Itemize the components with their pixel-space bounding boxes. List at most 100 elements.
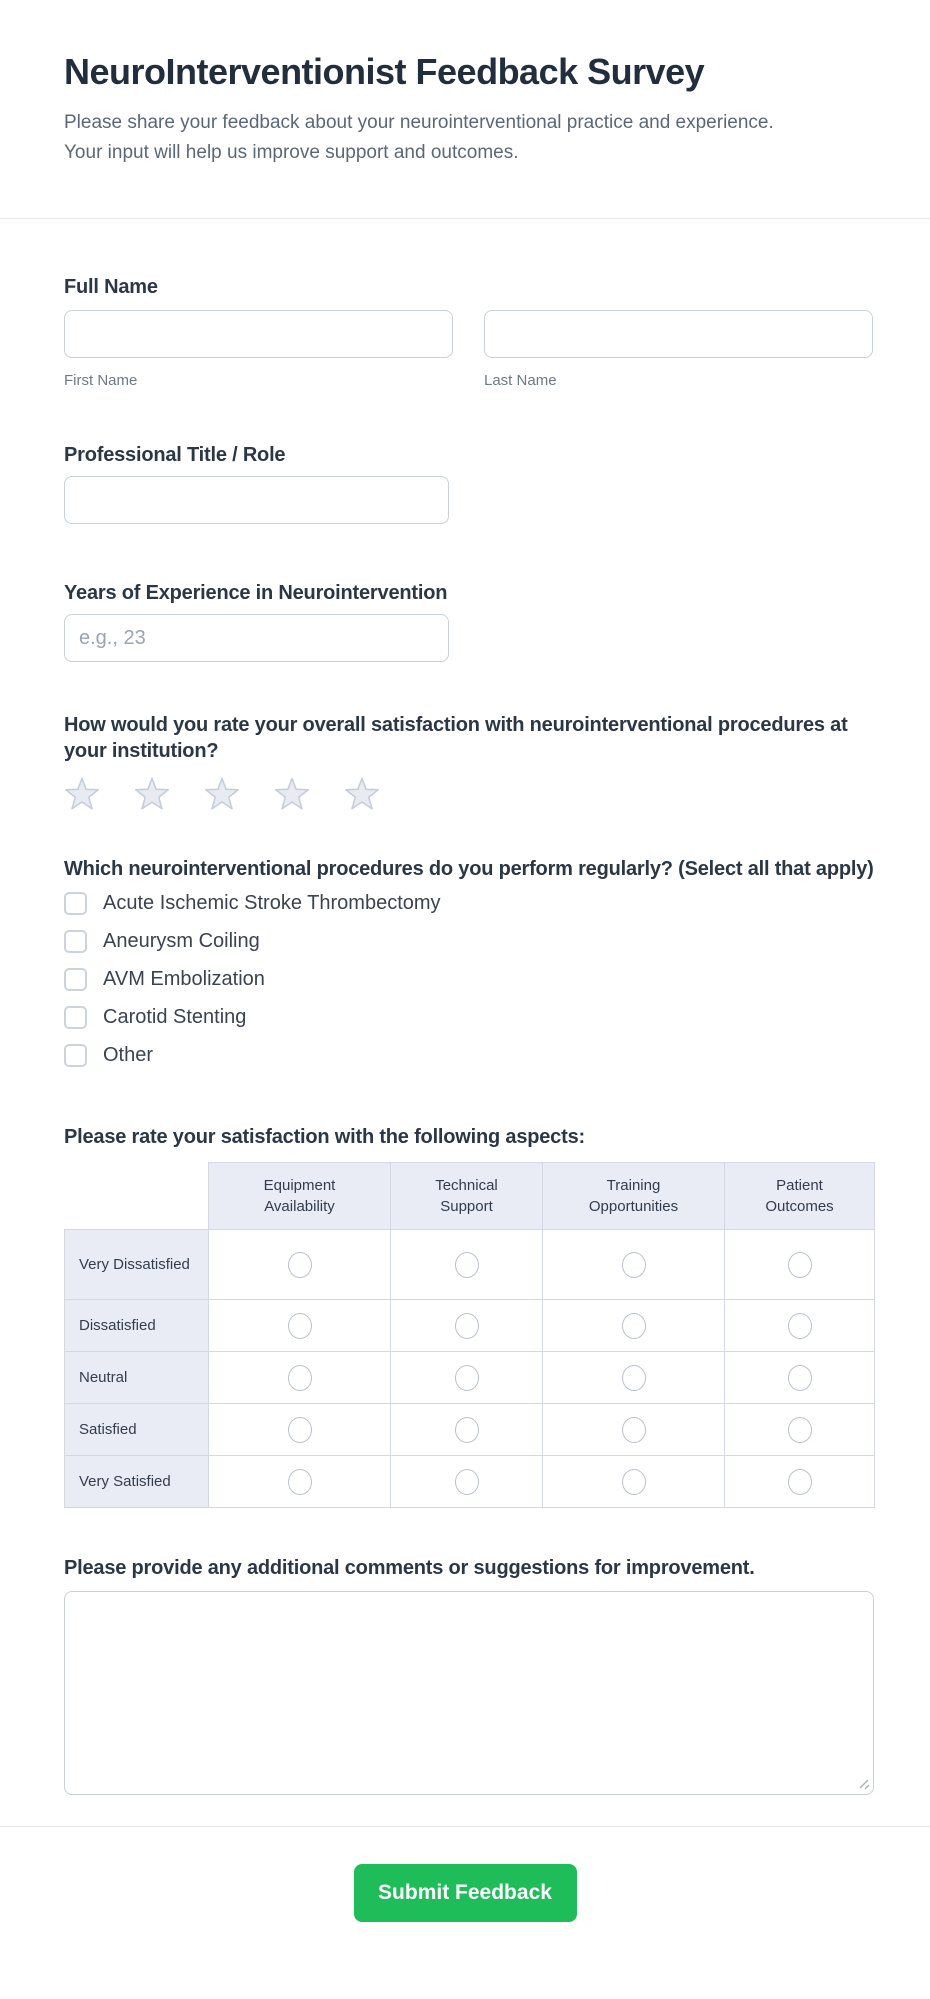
matrix-cell bbox=[724, 1403, 875, 1456]
matrix-radio[interactable] bbox=[787, 1416, 812, 1443]
matrix-radio[interactable] bbox=[621, 1312, 646, 1339]
matrix-radio[interactable] bbox=[287, 1468, 312, 1495]
matrix-radio[interactable] bbox=[454, 1312, 479, 1339]
matrix-cell bbox=[208, 1455, 391, 1508]
first-name-group: First Name bbox=[64, 310, 453, 392]
submit-feedback-button[interactable]: Submit Feedback bbox=[353, 1864, 577, 1922]
procedures-question: Which neurointerventional procedures do … bbox=[64, 856, 874, 1067]
star-icon[interactable] bbox=[134, 777, 170, 812]
last-name-sublabel: Last Name bbox=[484, 372, 557, 389]
checkbox-option[interactable]: Aneurysm Coiling bbox=[64, 930, 874, 953]
star-rating bbox=[64, 776, 874, 812]
matrix-row: Satisfied bbox=[64, 1403, 875, 1456]
checkbox-option[interactable]: Acute Ischemic Stroke Thrombectomy bbox=[64, 892, 874, 915]
header-divider bbox=[0, 218, 930, 219]
full-name-label: Full Name bbox=[64, 276, 158, 298]
years-experience-field: Years of Experience in Neurointervention bbox=[64, 580, 874, 662]
matrix-cell bbox=[208, 1351, 391, 1404]
comments-textarea[interactable] bbox=[64, 1591, 874, 1795]
matrix-radio[interactable] bbox=[787, 1312, 812, 1339]
matrix-row-label: Very Satisfied bbox=[64, 1455, 209, 1508]
satisfaction-matrix-table: Equipment Availability Technical Support… bbox=[64, 1162, 875, 1508]
matrix-radio[interactable] bbox=[621, 1364, 646, 1391]
checkbox[interactable] bbox=[64, 1044, 87, 1067]
last-name-group: Last Name bbox=[484, 310, 873, 392]
survey-header: NeuroInterventionist Feedback Survey Ple… bbox=[0, 0, 930, 168]
procedures-label: Which neurointerventional procedures do … bbox=[64, 858, 874, 880]
matrix-row: Dissatisfied bbox=[64, 1299, 875, 1352]
matrix-cell bbox=[542, 1403, 725, 1456]
matrix-radio[interactable] bbox=[787, 1251, 812, 1278]
years-experience-label: Years of Experience in Neurointervention bbox=[64, 582, 448, 604]
comments-label: Please provide any additional comments o… bbox=[64, 1557, 755, 1579]
star-icon[interactable] bbox=[204, 777, 240, 812]
checkbox[interactable] bbox=[64, 892, 87, 915]
matrix-column-header: Equipment Availability bbox=[208, 1162, 391, 1230]
matrix-cell bbox=[208, 1299, 391, 1352]
matrix-column-header: Technical Support bbox=[390, 1162, 543, 1230]
first-name-input[interactable] bbox=[64, 310, 453, 358]
matrix-cell bbox=[542, 1351, 725, 1404]
checkbox-option-label[interactable]: Aneurysm Coiling bbox=[103, 930, 260, 952]
matrix-column-header: Training Opportunities bbox=[542, 1162, 725, 1230]
matrix-column-header: Patient Outcomes bbox=[724, 1162, 875, 1230]
last-name-input[interactable] bbox=[484, 310, 873, 358]
subtitle-line: Please share your feedback about your ne… bbox=[64, 112, 774, 133]
name-row: First Name Last Name bbox=[64, 310, 874, 392]
star-icon[interactable] bbox=[64, 777, 100, 812]
checkbox[interactable] bbox=[64, 968, 87, 991]
matrix-radio[interactable] bbox=[787, 1468, 812, 1495]
page-title: NeuroInterventionist Feedback Survey bbox=[64, 51, 705, 92]
matrix-cell bbox=[390, 1229, 543, 1300]
matrix-row-label: Dissatisfied bbox=[64, 1299, 209, 1352]
years-experience-input[interactable] bbox=[64, 614, 449, 662]
matrix-cell bbox=[208, 1403, 391, 1456]
overall-satisfaction-question: How would you rate your overall satisfac… bbox=[64, 712, 874, 812]
matrix-row: Very Dissatisfied bbox=[64, 1229, 875, 1300]
star-icon[interactable] bbox=[274, 777, 310, 812]
professional-title-label: Professional Title / Role bbox=[64, 444, 286, 466]
satisfaction-matrix-label: Please rate your satisfaction with the f… bbox=[64, 1126, 585, 1148]
survey-footer: Submit Feedback bbox=[0, 1827, 930, 1922]
satisfaction-matrix-question: Please rate your satisfaction with the f… bbox=[64, 1124, 875, 1508]
professional-title-field: Professional Title / Role bbox=[64, 442, 874, 524]
matrix-radio[interactable] bbox=[454, 1416, 479, 1443]
star-icon[interactable] bbox=[344, 777, 380, 812]
matrix-header-row: Equipment Availability Technical Support… bbox=[65, 1162, 875, 1230]
matrix-cell bbox=[724, 1351, 875, 1404]
matrix-radio[interactable] bbox=[621, 1251, 646, 1278]
matrix-row-label: Very Dissatisfied bbox=[64, 1229, 209, 1300]
checkbox[interactable] bbox=[64, 1006, 87, 1029]
checkbox[interactable] bbox=[64, 930, 87, 953]
matrix-row: Neutral bbox=[64, 1351, 875, 1404]
checkbox-option[interactable]: Carotid Stenting bbox=[64, 1006, 874, 1029]
matrix-radio[interactable] bbox=[621, 1468, 646, 1495]
comments-textarea-wrap bbox=[64, 1591, 874, 1795]
page-subtitle: Please share your feedback about your ne… bbox=[64, 108, 874, 168]
checkbox-option-label[interactable]: Other bbox=[103, 1044, 154, 1066]
checkbox-option[interactable]: Other bbox=[64, 1044, 874, 1067]
professional-title-input[interactable] bbox=[64, 476, 449, 524]
matrix-radio[interactable] bbox=[454, 1364, 479, 1391]
matrix-cell bbox=[542, 1455, 725, 1508]
matrix-radio[interactable] bbox=[454, 1251, 479, 1278]
matrix-radio[interactable] bbox=[454, 1468, 479, 1495]
checkbox-option-label[interactable]: Carotid Stenting bbox=[103, 1006, 247, 1028]
matrix-row: Very Satisfied bbox=[64, 1455, 875, 1508]
matrix-radio[interactable] bbox=[287, 1364, 312, 1391]
matrix-row-label: Neutral bbox=[64, 1351, 209, 1404]
checkbox-option-label[interactable]: AVM Embolization bbox=[103, 968, 265, 990]
matrix-radio[interactable] bbox=[621, 1416, 646, 1443]
procedures-options: Acute Ischemic Stroke Thrombectomy Aneur… bbox=[64, 892, 874, 1067]
matrix-radio[interactable] bbox=[287, 1312, 312, 1339]
matrix-radio[interactable] bbox=[287, 1251, 312, 1278]
checkbox-option-label[interactable]: Acute Ischemic Stroke Thrombectomy bbox=[103, 892, 441, 914]
overall-satisfaction-label: How would you rate your overall satisfac… bbox=[64, 714, 848, 762]
matrix-cell bbox=[390, 1455, 543, 1508]
checkbox-option[interactable]: AVM Embolization bbox=[64, 968, 874, 991]
matrix-radio[interactable] bbox=[787, 1364, 812, 1391]
matrix-cell bbox=[724, 1229, 875, 1300]
matrix-cell bbox=[724, 1299, 875, 1352]
matrix-radio[interactable] bbox=[287, 1416, 312, 1443]
